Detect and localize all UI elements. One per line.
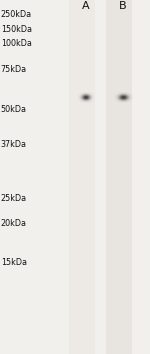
Text: A: A	[82, 1, 89, 11]
Bar	[106, 0, 132, 354]
Bar	[69, 0, 95, 354]
Text: 50kDa: 50kDa	[1, 104, 27, 114]
Text: B: B	[119, 1, 127, 11]
Text: 250kDa: 250kDa	[1, 10, 32, 19]
Text: 150kDa: 150kDa	[1, 24, 32, 34]
Text: 37kDa: 37kDa	[1, 140, 27, 149]
Text: 75kDa: 75kDa	[1, 65, 27, 74]
Text: 15kDa: 15kDa	[1, 258, 27, 267]
Text: 100kDa: 100kDa	[1, 39, 32, 48]
Text: 20kDa: 20kDa	[1, 219, 27, 228]
Text: 25kDa: 25kDa	[1, 194, 27, 203]
